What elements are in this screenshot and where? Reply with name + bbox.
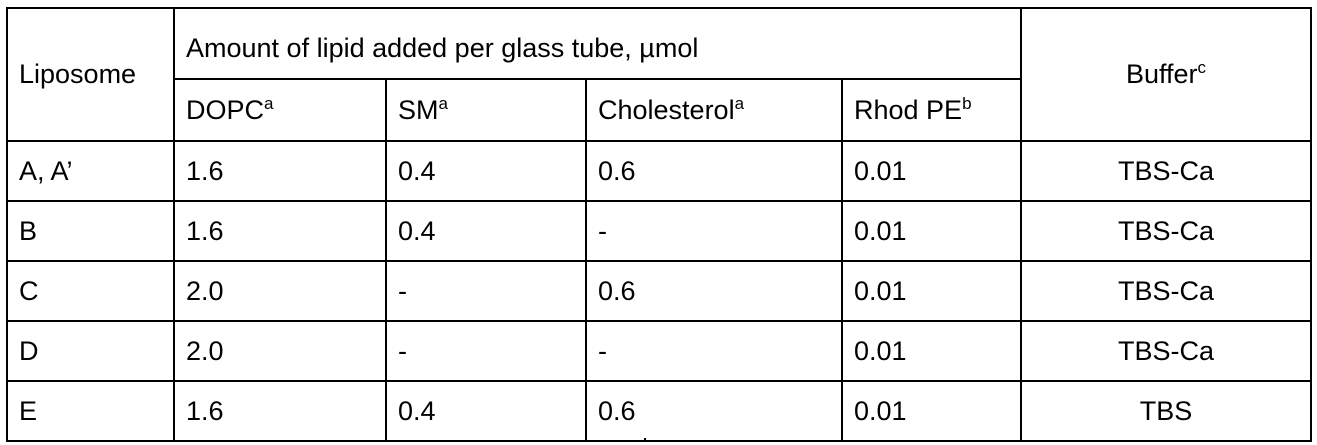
cell-dopc: 1.6 xyxy=(173,380,387,442)
header-buffer-footnote: c xyxy=(1197,58,1207,77)
header-cholesterol: Cholesterola xyxy=(585,78,843,142)
table-row: C 2.0 - 0.6 0.01 TBS-Ca xyxy=(6,260,1312,322)
cell-cholesterol: 0.6 xyxy=(585,260,843,322)
cell-buffer: TBS-Ca xyxy=(1020,260,1312,322)
header-lipid-amount: Amount of lipid added per glass tube, µm… xyxy=(173,7,1022,80)
cell-cholesterol: - xyxy=(585,320,843,382)
cell-sm: - xyxy=(385,320,587,382)
cell-liposome: B xyxy=(6,200,175,262)
cell-sm: 0.4 xyxy=(385,380,587,442)
header-sm: SMa xyxy=(385,78,587,142)
cell-rhod-pe: 0.01 xyxy=(841,200,1022,262)
stray-mark xyxy=(644,438,646,442)
cell-sm: 0.4 xyxy=(385,140,587,202)
cell-dopc: 1.6 xyxy=(173,140,387,202)
table-row: B 1.6 0.4 - 0.01 TBS-Ca xyxy=(6,200,1312,262)
cell-liposome: E xyxy=(6,380,175,442)
cell-rhod-pe: 0.01 xyxy=(841,320,1022,382)
lipid-composition-table: Liposome Amount of lipid added per glass… xyxy=(6,7,1312,442)
table-row: A, A’ 1.6 0.4 0.6 0.01 TBS-Ca xyxy=(6,140,1312,202)
header-row-2: DOPCa SMa Cholesterola Rhod PEb xyxy=(7,78,1311,142)
cell-dopc: 2.0 xyxy=(173,320,387,382)
header-dopc-label: DOPC xyxy=(186,94,265,125)
header-rhod-pe: Rhod PEb xyxy=(841,78,1022,142)
cell-buffer: TBS-Ca xyxy=(1020,140,1312,202)
cell-cholesterol: - xyxy=(585,200,843,262)
header-buffer-label: Buffer xyxy=(1125,59,1198,89)
header-row-1: Liposome Amount of lipid added per glass… xyxy=(6,7,1312,142)
cell-buffer: TBS xyxy=(1020,380,1312,442)
cell-cholesterol: 0.6 xyxy=(585,380,843,442)
header-dopc: DOPCa xyxy=(173,78,387,142)
cell-liposome: D xyxy=(6,320,175,382)
cell-dopc: 2.0 xyxy=(173,260,387,322)
table-row: E 1.6 0.4 0.6 0.01 TBS xyxy=(6,380,1312,442)
cell-rhod-pe: 0.01 xyxy=(841,140,1022,202)
header-sm-footnote: a xyxy=(438,93,448,113)
header-dopc-footnote: a xyxy=(264,93,274,113)
header-liposome: Liposome xyxy=(6,7,175,142)
cell-liposome: C xyxy=(6,260,175,322)
header-rhod-pe-label: Rhod PE xyxy=(854,94,963,125)
header-buffer: Bufferc xyxy=(1020,7,1312,142)
header-rhod-pe-footnote: b xyxy=(962,93,972,113)
header-sm-label: SM xyxy=(398,94,439,125)
cell-sm: - xyxy=(385,260,587,322)
table-row: D 2.0 - - 0.01 TBS-Ca xyxy=(6,320,1312,382)
cell-cholesterol: 0.6 xyxy=(585,140,843,202)
header-cholesterol-label: Cholesterol xyxy=(598,94,735,125)
header-cholesterol-footnote: a xyxy=(734,93,745,113)
cell-rhod-pe: 0.01 xyxy=(841,380,1022,442)
cell-sm: 0.4 xyxy=(385,200,587,262)
cell-rhod-pe: 0.01 xyxy=(841,260,1022,322)
cell-buffer: TBS-Ca xyxy=(1020,200,1312,262)
cell-dopc: 1.6 xyxy=(173,200,387,262)
cell-buffer: TBS-Ca xyxy=(1020,320,1312,382)
cell-liposome: A, A’ xyxy=(6,140,175,202)
